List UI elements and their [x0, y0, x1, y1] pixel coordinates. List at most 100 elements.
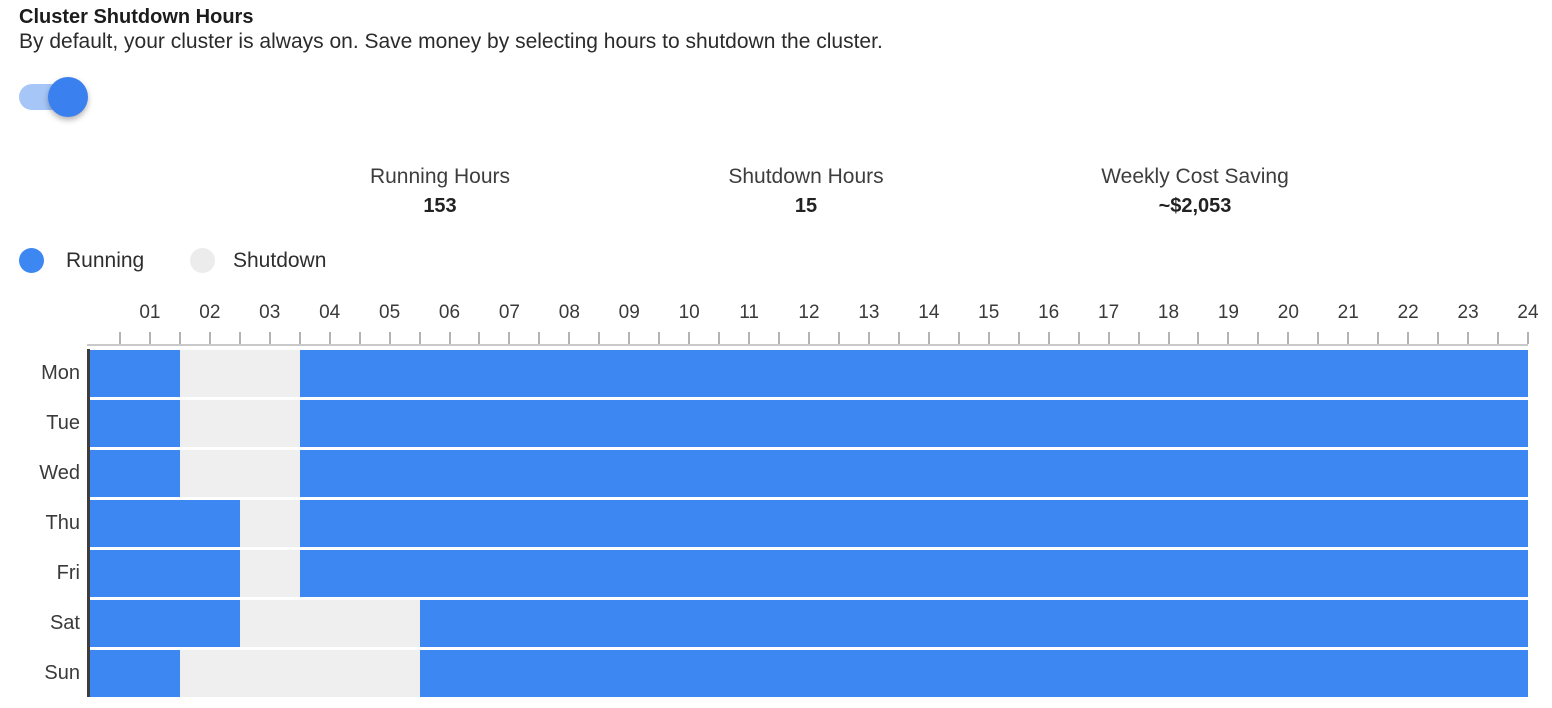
day-label-wed: Wed — [39, 462, 80, 484]
axis-tick — [1437, 332, 1440, 344]
axis-tick — [748, 332, 751, 344]
hour-axis-label-10: 10 — [678, 302, 700, 323]
day-label-tue: Tue — [46, 412, 80, 434]
axis-tick — [987, 332, 990, 344]
legend-running-label: Running — [66, 249, 145, 272]
shutdown-segment-sun[interactable] — [179, 650, 420, 697]
schedule-row-tue[interactable] — [90, 400, 1528, 447]
schedule-row-wed[interactable] — [90, 450, 1528, 497]
stat-running-hours-label: Running Hours — [369, 165, 511, 188]
day-label-thu: Thu — [45, 512, 80, 534]
axis-tick — [1017, 332, 1020, 344]
axis-tick — [957, 332, 960, 344]
hour-axis-label-20: 20 — [1277, 302, 1299, 323]
axis-tick — [178, 332, 181, 344]
axis-tick — [1377, 332, 1380, 344]
axis-tick — [1137, 332, 1140, 344]
hour-axis-label-06: 06 — [438, 302, 461, 323]
axis-tick — [1257, 332, 1260, 344]
hour-axis-label-13: 13 — [858, 302, 880, 323]
hour-axis-line — [87, 344, 1528, 346]
day-label-mon: Mon — [41, 362, 80, 384]
shutdown-segment-wed[interactable] — [179, 450, 300, 497]
running-legend-dot-icon — [19, 248, 44, 273]
hour-axis-label-07: 07 — [498, 302, 520, 323]
axis-tick — [778, 332, 781, 344]
stat-weekly-cost-saving-label: Weekly Cost Saving — [1101, 165, 1289, 188]
day-label-sat: Sat — [49, 612, 80, 634]
axis-tick — [328, 332, 331, 344]
hour-axis-label-24: 24 — [1517, 302, 1539, 323]
axis-tick — [418, 332, 421, 344]
axis-tick — [1197, 332, 1200, 344]
axis-tick — [118, 332, 121, 344]
hour-axis-label-16: 16 — [1038, 302, 1060, 323]
shutdown-segment-thu[interactable] — [239, 500, 300, 547]
shutdown-legend-dot-icon — [190, 248, 215, 273]
shutdown-segment-fri[interactable] — [239, 550, 300, 597]
hour-axis-label-15: 15 — [978, 302, 1000, 323]
stat-weekly-cost-saving-value: ~$2,053 — [1158, 195, 1232, 217]
legend-shutdown-label: Shutdown — [233, 249, 327, 272]
axis-tick — [1527, 332, 1529, 344]
axis-tick — [238, 332, 241, 344]
stat-running-hours: Running Hours 153 — [280, 163, 600, 221]
axis-tick — [1497, 332, 1500, 344]
axis-tick — [1317, 332, 1320, 344]
axis-tick — [358, 332, 361, 344]
axis-tick — [688, 332, 691, 344]
axis-tick — [897, 332, 900, 344]
hour-axis-label-14: 14 — [918, 302, 940, 323]
hour-axis-label-21: 21 — [1337, 302, 1359, 323]
page-subtitle: By default, your cluster is always on. S… — [19, 30, 883, 53]
hour-axis-label-03: 03 — [259, 302, 281, 323]
shutdown-segment-tue[interactable] — [179, 400, 300, 447]
hour-axis-label-23: 23 — [1457, 302, 1479, 323]
axis-tick — [1467, 332, 1470, 344]
axis-tick — [1227, 332, 1230, 344]
schedule-row-fri[interactable] — [90, 550, 1528, 597]
hour-axis-label-17: 17 — [1098, 302, 1120, 323]
axis-tick — [1407, 332, 1410, 344]
axis-tick — [927, 332, 930, 344]
schedule-row-mon[interactable] — [90, 350, 1528, 397]
schedule-row-thu[interactable] — [90, 500, 1528, 547]
schedule-row-sat[interactable] — [90, 600, 1528, 647]
axis-tick — [598, 332, 601, 344]
axis-tick — [1107, 332, 1110, 344]
axis-tick — [1047, 332, 1050, 344]
axis-tick — [718, 332, 721, 344]
axis-tick — [268, 332, 271, 344]
axis-tick — [508, 332, 511, 344]
stat-shutdown-hours-label: Shutdown Hours — [728, 165, 884, 188]
hour-axis-label-08: 08 — [558, 302, 580, 323]
shutdown-segment-mon[interactable] — [179, 350, 300, 397]
toggle-knob[interactable] — [48, 77, 88, 117]
axis-tick — [867, 332, 870, 344]
axis-tick — [1347, 332, 1350, 344]
hour-axis-label-09: 09 — [618, 302, 640, 323]
plot-left-border — [87, 349, 90, 697]
stat-shutdown-hours: Shutdown Hours 15 — [646, 163, 966, 221]
axis-tick — [538, 332, 541, 344]
hour-axis-label-12: 12 — [798, 302, 820, 323]
hour-axis-label-02: 02 — [199, 302, 221, 323]
cluster-shutdown-toggle[interactable] — [19, 74, 99, 122]
page-title: Cluster Shutdown Hours — [19, 6, 254, 28]
axis-tick — [1287, 332, 1290, 344]
hour-axis-label-11: 11 — [739, 302, 759, 323]
schedule-row-sun[interactable] — [90, 650, 1528, 697]
axis-tick — [628, 332, 631, 344]
axis-tick — [208, 332, 211, 344]
hour-axis-label-05: 05 — [379, 302, 401, 323]
axis-tick — [568, 332, 571, 344]
day-label-sun: Sun — [44, 662, 80, 684]
shutdown-segment-sat[interactable] — [239, 600, 420, 647]
hour-axis-label-01: 01 — [139, 302, 161, 323]
stat-running-hours-value: 153 — [423, 195, 457, 217]
stat-weekly-cost-saving: Weekly Cost Saving ~$2,053 — [1035, 163, 1355, 221]
axis-tick — [478, 332, 481, 344]
hour-axis-label-19: 19 — [1217, 302, 1239, 323]
hour-axis-label-04: 04 — [319, 302, 341, 323]
